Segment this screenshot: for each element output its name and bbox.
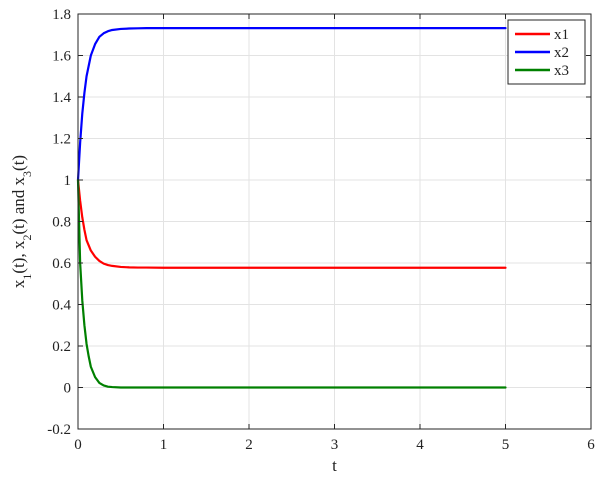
x-tick-label: 1: [160, 437, 168, 453]
y-tick-label: 1.4: [52, 90, 71, 106]
series-group: [76, 27, 507, 389]
x-tick-label: 6: [587, 437, 595, 453]
y-tick-label: 0.4: [52, 298, 71, 314]
y-tick-label: 0.6: [52, 256, 71, 272]
y-tick-label: 0.8: [52, 215, 71, 231]
y-axis-title-subscript: 2: [20, 235, 34, 241]
y-axis-title-part: (t): [9, 155, 28, 171]
y-tick-label: 1.8: [52, 7, 71, 23]
y-tick-label: -0.2: [47, 422, 71, 438]
series-line-x1: [76, 178, 507, 269]
y-tick-label: 0: [64, 381, 72, 397]
y-axis-title-part: (t) and x: [9, 176, 28, 234]
y-axis-title-part: (t), x: [9, 240, 28, 274]
x-tick-label: 4: [416, 437, 424, 453]
y-tick-labels: -0.2 0 0.2 0.4 0.6 0.8 1 1.2 1.4 1.6 1.8: [47, 7, 71, 438]
x-tick-label: 5: [502, 437, 510, 453]
legend: x1 x2 x3: [507, 19, 586, 85]
x-tick-labels: 0 1 2 3 4 5 6: [74, 437, 595, 453]
axis-ticks: [77, 13, 592, 430]
series-line-x3: [76, 178, 507, 389]
y-axis-title-part: x: [9, 279, 28, 288]
legend-label-x3: x3: [554, 63, 569, 79]
y-tick-label: 0.2: [52, 339, 71, 355]
y-tick-label: 1: [64, 173, 72, 189]
y-axis-title-subscript: 1: [20, 274, 34, 280]
y-axis-title-subscript: 3: [20, 171, 34, 177]
x-axis-title: t: [332, 456, 337, 475]
y-tick-label: 1.6: [52, 49, 71, 65]
legend-label-x2: x2: [554, 45, 569, 61]
legend-label-x1: x1: [554, 27, 569, 43]
series-line-x2: [76, 27, 507, 182]
y-axis-title: x1(t), x2(t) and x3(t): [9, 155, 34, 288]
x-tick-label: 0: [74, 437, 82, 453]
y-tick-label: 1.2: [52, 132, 71, 148]
x-tick-label: 2: [245, 437, 253, 453]
x-tick-label: 3: [331, 437, 339, 453]
